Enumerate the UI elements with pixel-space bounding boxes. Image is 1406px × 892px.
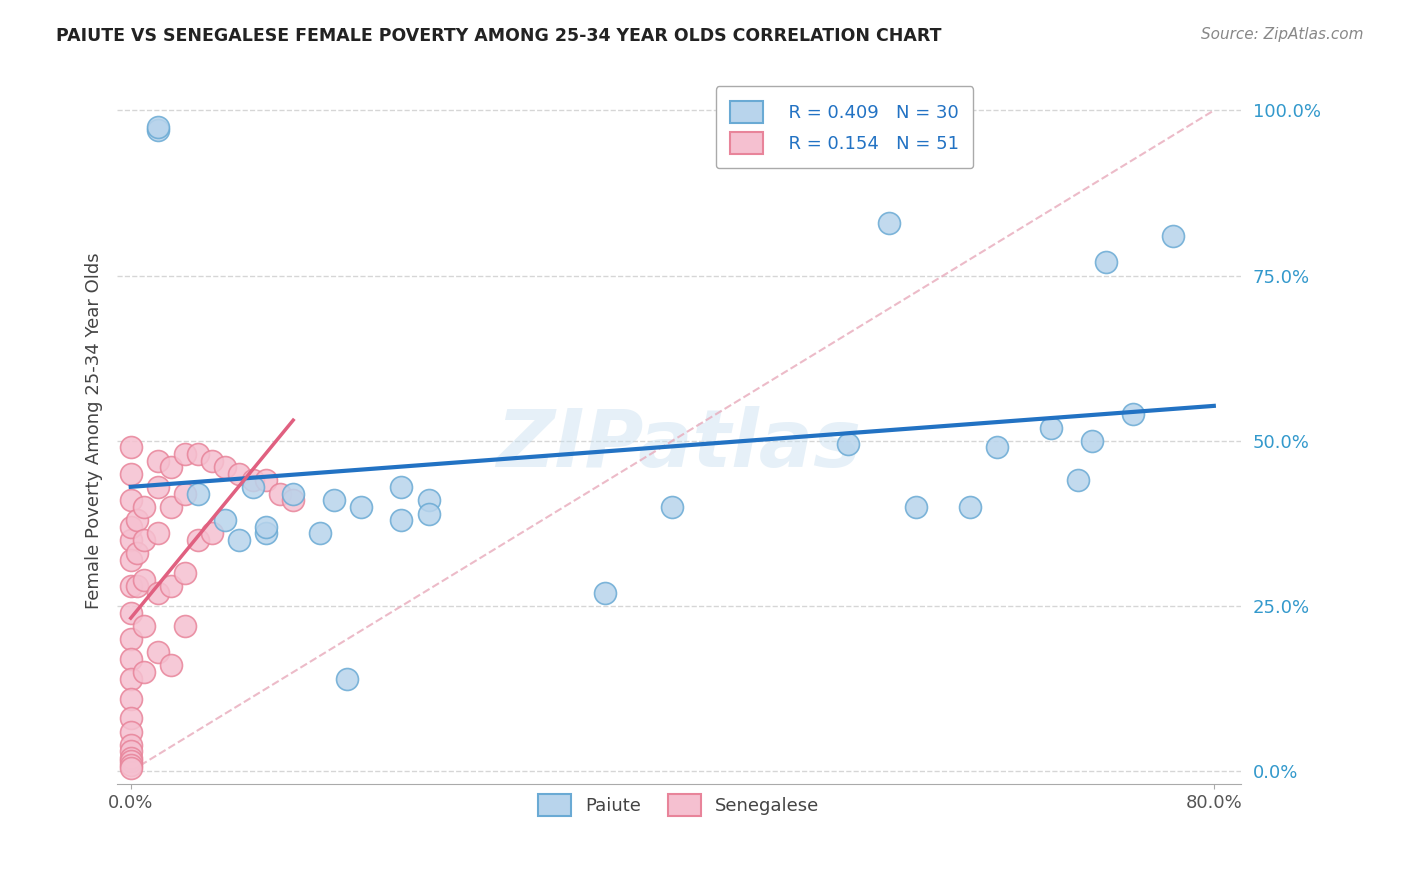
Point: [418, 493, 440, 508]
Point: [173, 619, 195, 633]
Point: [214, 513, 236, 527]
Point: [120, 533, 142, 547]
Point: [661, 500, 683, 514]
Point: [134, 500, 156, 514]
Point: [877, 216, 900, 230]
Point: [146, 480, 169, 494]
Point: [120, 744, 142, 758]
Point: [127, 579, 149, 593]
Point: [120, 553, 142, 567]
Point: [146, 586, 169, 600]
Point: [959, 500, 981, 514]
Point: [134, 573, 156, 587]
Point: [283, 486, 305, 500]
Point: [201, 453, 224, 467]
Point: [134, 665, 156, 679]
Point: [134, 533, 156, 547]
Point: [201, 526, 224, 541]
Point: [214, 460, 236, 475]
Point: [187, 533, 209, 547]
Point: [146, 526, 169, 541]
Y-axis label: Female Poverty Among 25-34 Year Olds: Female Poverty Among 25-34 Year Olds: [86, 252, 103, 609]
Point: [134, 619, 156, 633]
Text: ZIPatlas: ZIPatlas: [496, 406, 862, 484]
Text: Source: ZipAtlas.com: Source: ZipAtlas.com: [1201, 27, 1364, 42]
Point: [120, 754, 142, 768]
Point: [242, 480, 264, 494]
Point: [986, 441, 1008, 455]
Point: [120, 493, 142, 508]
Point: [242, 474, 264, 488]
Point: [120, 652, 142, 666]
Point: [173, 447, 195, 461]
Point: [120, 606, 142, 620]
Point: [1040, 420, 1063, 434]
Point: [146, 645, 169, 659]
Point: [160, 579, 183, 593]
Point: [160, 500, 183, 514]
Legend: Paiute, Senegalese: Paiute, Senegalese: [530, 785, 828, 825]
Point: [269, 486, 291, 500]
Point: [228, 467, 250, 481]
Point: [1094, 255, 1116, 269]
Point: [254, 474, 277, 488]
Point: [1081, 434, 1104, 448]
Point: [322, 493, 344, 508]
Point: [146, 120, 169, 134]
Point: [146, 453, 169, 467]
Point: [120, 520, 142, 534]
Point: [120, 724, 142, 739]
Point: [120, 711, 142, 725]
Point: [391, 513, 413, 527]
Point: [254, 526, 277, 541]
Point: [837, 437, 859, 451]
Point: [146, 123, 169, 137]
Point: [187, 486, 209, 500]
Point: [1067, 474, 1090, 488]
Point: [254, 520, 277, 534]
Point: [418, 507, 440, 521]
Point: [120, 757, 142, 772]
Point: [187, 447, 209, 461]
Point: [904, 500, 927, 514]
Point: [593, 586, 616, 600]
Point: [120, 441, 142, 455]
Point: [173, 486, 195, 500]
Point: [350, 500, 373, 514]
Point: [120, 691, 142, 706]
Point: [336, 672, 359, 686]
Point: [120, 632, 142, 646]
Point: [120, 467, 142, 481]
Point: [283, 493, 305, 508]
Point: [228, 533, 250, 547]
Point: [309, 526, 332, 541]
Text: PAIUTE VS SENEGALESE FEMALE POVERTY AMONG 25-34 YEAR OLDS CORRELATION CHART: PAIUTE VS SENEGALESE FEMALE POVERTY AMON…: [56, 27, 942, 45]
Point: [120, 761, 142, 775]
Point: [160, 658, 183, 673]
Point: [120, 738, 142, 752]
Point: [120, 672, 142, 686]
Point: [391, 480, 413, 494]
Point: [1161, 229, 1184, 244]
Point: [127, 546, 149, 560]
Point: [120, 751, 142, 765]
Point: [120, 579, 142, 593]
Point: [160, 460, 183, 475]
Point: [1122, 408, 1144, 422]
Point: [127, 513, 149, 527]
Point: [173, 566, 195, 580]
